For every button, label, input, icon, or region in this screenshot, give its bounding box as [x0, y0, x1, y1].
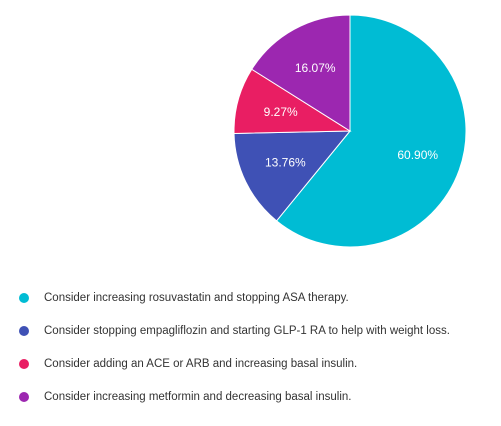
slice-percent-label: 16.07% [295, 61, 336, 75]
legend-color-dot [19, 326, 29, 336]
legend-item[interactable]: Consider increasing metformin and decrea… [19, 391, 351, 403]
legend-color-dot [19, 392, 29, 402]
pie-slice[interactable] [275, 14, 467, 248]
legend-label: Consider stopping empagliflozin and star… [44, 325, 450, 337]
pie-slice[interactable] [251, 14, 351, 132]
legend: Consider increasing rosuvastatin and sto… [19, 292, 450, 403]
legend-item[interactable]: Consider increasing rosuvastatin and sto… [19, 292, 349, 304]
pie-slice[interactable] [233, 130, 352, 222]
slice-percent-label: 60.90% [397, 148, 438, 162]
pie-slices [233, 14, 467, 248]
pie-slice-labels: 60.90% 13.76% 9.27% 16.07% [264, 61, 439, 169]
legend-label: Consider adding an ACE or ARB and increa… [44, 358, 357, 370]
legend-item[interactable]: Consider adding an ACE or ARB and increa… [19, 358, 357, 370]
legend-color-dot [19, 359, 29, 369]
legend-item[interactable]: Consider stopping empagliflozin and star… [19, 325, 450, 337]
slice-percent-label: 9.27% [264, 105, 298, 119]
legend-label: Consider increasing rosuvastatin and sto… [44, 292, 349, 304]
legend-color-dot [19, 293, 29, 303]
slice-percent-label: 13.76% [265, 156, 306, 170]
legend-label: Consider increasing metformin and decrea… [44, 391, 351, 403]
